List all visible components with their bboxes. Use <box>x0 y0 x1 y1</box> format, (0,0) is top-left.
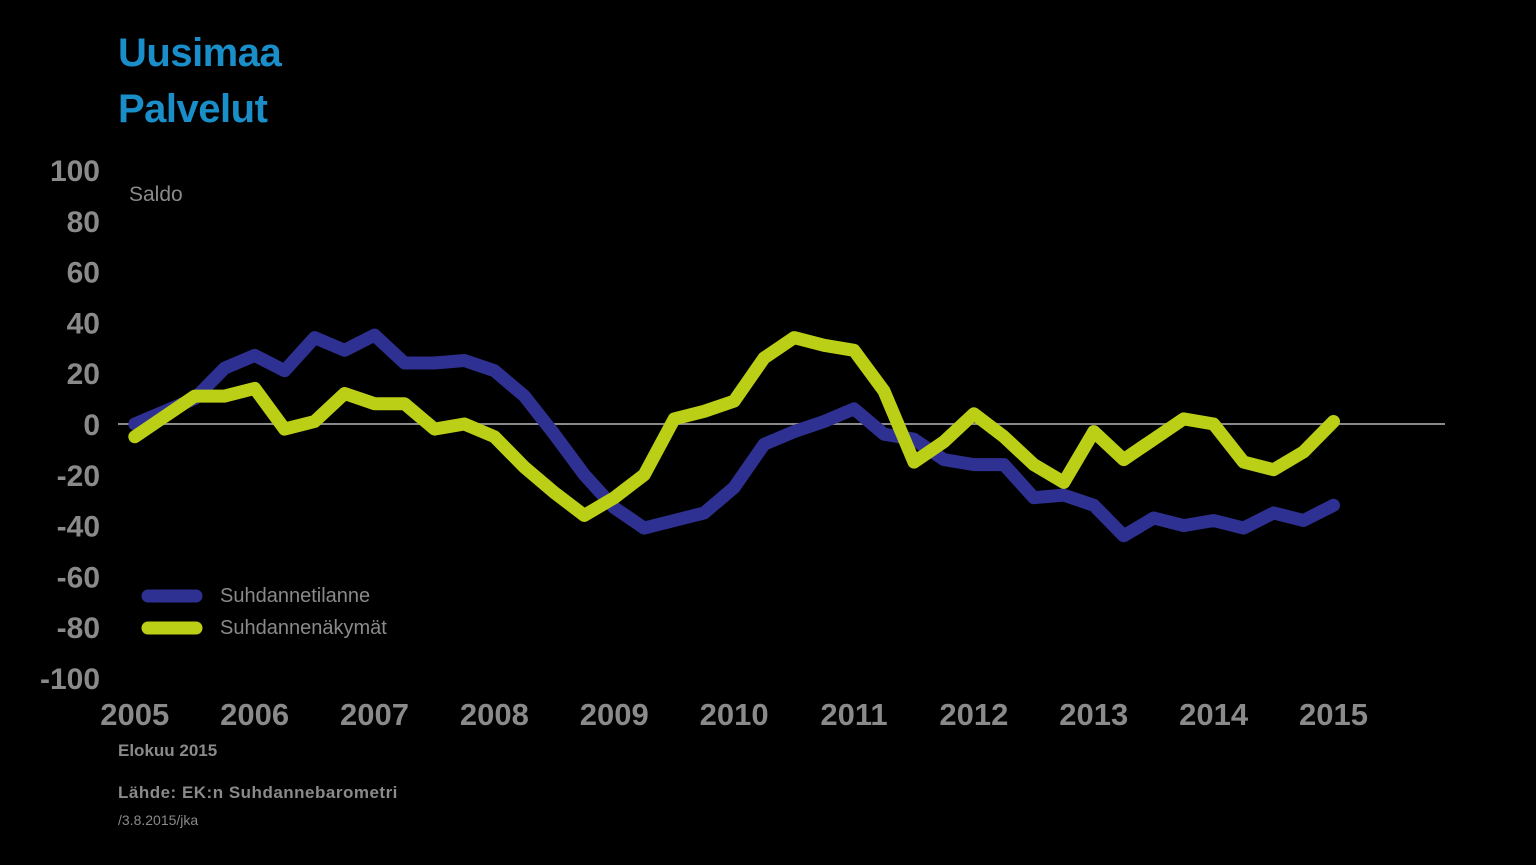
series-lines <box>128 328 1340 543</box>
y-tick-label: 80 <box>67 206 100 239</box>
x-tick-label: 2011 <box>820 697 887 732</box>
legend <box>141 589 203 635</box>
y-tick-label: 0 <box>83 409 100 442</box>
y-axis-label: Saldo <box>129 183 183 206</box>
x-tick-label: 2009 <box>580 697 649 732</box>
y-tick-label: 60 <box>67 257 100 290</box>
chart-title-line-1: Uusimaa <box>118 31 282 75</box>
footer-source: Lähde: EK:n Suhdannebarometri <box>118 783 398 802</box>
y-tick-labels: 100 80 60 40 20 0 -20 -40 -60 -80 -100 <box>40 155 100 696</box>
footer-date: Elokuu 2015 <box>118 741 218 760</box>
x-tick-label: 2007 <box>340 697 409 732</box>
y-tick-label: 40 <box>67 307 100 340</box>
x-tick-label: 2015 <box>1299 697 1368 732</box>
y-tick-label: -60 <box>57 561 100 594</box>
legend-label-suhdannetilanne: Suhdannetilanne <box>220 585 371 607</box>
x-tick-label: 2006 <box>220 697 289 732</box>
y-tick-label: -20 <box>57 460 100 493</box>
x-tick-label: 2013 <box>1059 697 1128 732</box>
x-tick-label: 2010 <box>700 697 769 732</box>
x-tick-label: 2008 <box>460 697 529 732</box>
y-tick-label: 20 <box>67 358 100 391</box>
y-tick-label: -40 <box>57 511 100 544</box>
x-tick-label: 2005 <box>100 697 169 732</box>
series-line-suhdannenakymat <box>128 331 1340 522</box>
x-tick-label: 2012 <box>939 697 1008 732</box>
y-tick-label: 100 <box>50 155 100 188</box>
series-line-suhdannetilanne <box>128 328 1340 543</box>
x-tick-label: 2014 <box>1179 697 1249 732</box>
x-tick-labels: 2005 2006 2007 2008 2009 2010 2011 2012 2013 2014… <box>100 697 1368 732</box>
y-tick-label: -100 <box>40 663 100 696</box>
y-tick-label: -80 <box>57 612 100 645</box>
chart-title-line-2: Palvelut <box>118 87 268 131</box>
legend-label-suhdannenakymat: Suhdannenäkymät <box>220 617 387 639</box>
footer-id: /3.8.2015/jka <box>118 812 199 828</box>
